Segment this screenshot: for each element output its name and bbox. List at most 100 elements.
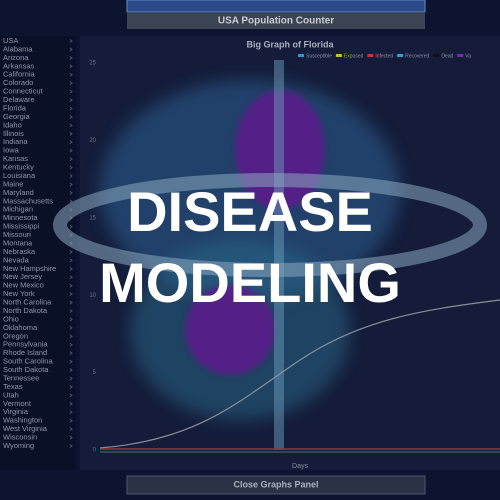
legend-label: Susceptible	[306, 53, 332, 59]
chevron	[69, 342, 73, 347]
chevron	[69, 190, 73, 195]
chevron	[69, 292, 73, 297]
state-item[interactable]: Tennessee	[3, 373, 39, 382]
state-item[interactable]: California	[3, 70, 36, 79]
chevron	[69, 165, 73, 170]
chevron	[69, 250, 73, 254]
legend-label: Dead	[441, 53, 453, 59]
state-item[interactable]: Oregon	[3, 331, 28, 340]
state-item[interactable]: Florida	[3, 103, 27, 112]
close-button[interactable]	[126, 475, 426, 495]
header-bar	[127, 13, 425, 29]
state-item[interactable]: Minnesota	[3, 213, 38, 222]
legend-swatch	[298, 54, 304, 57]
state-item[interactable]: Maine	[3, 179, 23, 188]
overlay-title: MODELING	[99, 251, 401, 314]
state-item[interactable]: Vermont	[3, 399, 32, 408]
y-tick-label: 20	[89, 138, 96, 144]
chevron	[69, 401, 73, 406]
state-item[interactable]: USA	[3, 36, 18, 45]
chevron	[69, 368, 73, 372]
chevron	[69, 444, 73, 448]
state-item[interactable]: New Hampshire	[3, 264, 56, 273]
state-item[interactable]: Ohio	[3, 314, 19, 323]
state-item[interactable]: Indiana	[3, 137, 28, 146]
legend-swatch	[367, 54, 374, 57]
state-item[interactable]: Arkansas	[3, 61, 35, 70]
state-item[interactable]: Virginia	[3, 407, 29, 416]
close-button-label: Close Graphs Panel	[233, 479, 318, 489]
chevron	[69, 376, 73, 381]
state-item[interactable]: Oklahoma	[3, 323, 38, 332]
curve	[99, 299, 500, 449]
top-button[interactable]	[126, 0, 426, 13]
state-item[interactable]: Idaho	[3, 120, 22, 129]
chevron	[69, 385, 73, 389]
state-item[interactable]: North Carolina	[3, 298, 52, 307]
state-item[interactable]: Pennsylvania	[3, 340, 48, 349]
state-item[interactable]: Illinois	[3, 129, 24, 138]
state-item[interactable]: Nevada	[3, 255, 30, 264]
state-item[interactable]: New York	[3, 289, 35, 298]
state-item[interactable]: South Carolina	[3, 357, 53, 366]
y-tick-label: 0	[93, 448, 97, 454]
state-item[interactable]: Utah	[3, 390, 19, 399]
state-item[interactable]: New Jersey	[3, 272, 42, 281]
state-item[interactable]: Michigan	[3, 205, 33, 214]
state-item[interactable]: Montana	[3, 238, 33, 247]
legend-label: Exposed	[344, 53, 364, 59]
chevron	[69, 199, 73, 204]
state-item[interactable]: Alabama	[3, 44, 33, 53]
y-tick-label: 5	[93, 370, 97, 376]
chevron	[69, 258, 73, 263]
chevron	[69, 410, 73, 415]
state-item[interactable]: Arizona	[3, 53, 29, 62]
chevron	[69, 427, 73, 432]
state-item[interactable]: Wisconsin	[3, 433, 37, 442]
chevron	[69, 435, 73, 440]
state-item[interactable]: Massachusetts	[3, 196, 53, 205]
state-item[interactable]: New Mexico	[3, 281, 44, 290]
chevron	[69, 64, 73, 69]
chevron	[69, 266, 73, 271]
marker-line	[274, 60, 284, 450]
y-tick-label: 10	[89, 293, 96, 299]
chevron	[69, 47, 73, 52]
decor	[53, 60, 500, 453]
state-list: USAAlabamaArizonaArkansasCaliforniaColor…	[3, 36, 73, 450]
chevron	[69, 39, 73, 43]
chevron	[69, 148, 73, 153]
legend-label: Recovered	[405, 53, 429, 59]
chevron	[69, 89, 73, 94]
state-item[interactable]: Texas	[3, 382, 23, 391]
chevron	[69, 81, 73, 86]
state-item[interactable]: Missouri	[3, 230, 31, 239]
y-tick-label: 15	[89, 215, 96, 221]
state-item[interactable]: North Dakota	[3, 306, 48, 315]
state-item[interactable]: Wyoming	[3, 441, 34, 450]
chevron	[69, 325, 73, 330]
chevron	[69, 283, 73, 288]
state-item[interactable]: Georgia	[3, 112, 31, 121]
chevron	[69, 131, 73, 136]
state-item[interactable]: Connecticut	[3, 87, 44, 96]
legend-swatch	[457, 54, 464, 57]
chevron	[69, 174, 73, 178]
state-item[interactable]: Nebraska	[3, 247, 36, 256]
state-item[interactable]: Rhode Island	[3, 348, 47, 357]
state-item[interactable]: Maryland	[3, 188, 34, 197]
chevron	[69, 275, 73, 280]
state-item[interactable]: South Dakota	[3, 365, 49, 374]
state-item[interactable]: Washington	[3, 416, 42, 425]
state-item[interactable]: Iowa	[3, 146, 20, 155]
chevron	[69, 115, 73, 119]
chevron	[69, 72, 73, 77]
state-item[interactable]: Mississippi	[3, 222, 40, 231]
state-item[interactable]: Delaware	[3, 95, 35, 104]
state-item[interactable]: Kansas	[3, 154, 28, 163]
state-item[interactable]: Kentucky	[3, 163, 34, 172]
state-item[interactable]: Colorado	[3, 78, 33, 87]
state-item[interactable]: West Virginia	[3, 424, 48, 433]
state-item[interactable]: Louisiana	[3, 171, 36, 180]
